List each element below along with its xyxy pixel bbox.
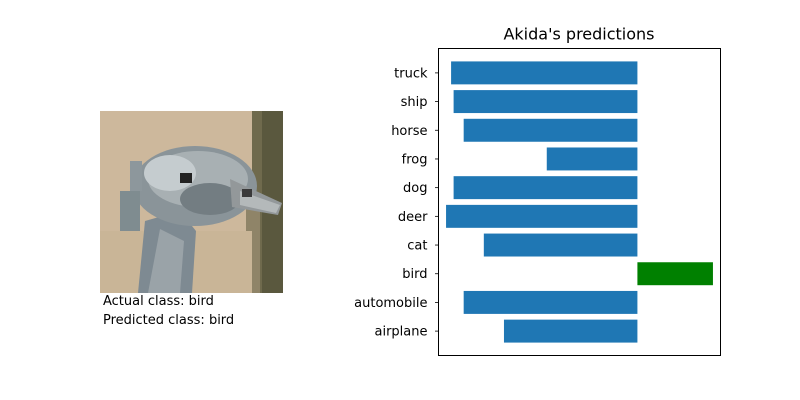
bar-dog <box>453 176 638 200</box>
bar-frog <box>546 147 638 171</box>
bar-truck <box>451 61 638 85</box>
predicted-class-label: Predicted class: bird <box>103 313 235 328</box>
ytick-label-ship: ship <box>401 95 428 110</box>
bars-group <box>446 61 713 343</box>
chart-title: Akida's predictions <box>503 25 654 44</box>
ytick-label-automobile: automobile <box>354 296 427 311</box>
bar-horse <box>463 118 638 142</box>
bar-cat <box>483 233 638 257</box>
prediction-chart: Akida's predictions airplane automobile bi… <box>354 25 721 356</box>
bar-ship <box>453 90 638 114</box>
bar-deer <box>446 204 638 228</box>
bar-automobile <box>463 290 638 314</box>
ytick-label-dog: dog <box>403 181 427 196</box>
bar-bird <box>637 262 713 286</box>
bar-airplane <box>503 319 638 343</box>
ytick-label-cat: cat <box>407 239 427 254</box>
ytick-label-deer: deer <box>398 210 428 225</box>
ytick-label-airplane: airplane <box>375 325 428 340</box>
actual-class-label: Actual class: bird <box>103 294 214 309</box>
ytick-label-frog: frog <box>402 152 428 167</box>
y-ticks: airplane automobile bird cat deer dog frog hors… <box>354 66 439 340</box>
input-image <box>100 111 283 293</box>
ytick-label-truck: truck <box>394 66 428 81</box>
ytick-label-horse: horse <box>391 124 427 139</box>
ytick-label-bird: bird <box>402 267 427 282</box>
axes-frame <box>438 48 721 356</box>
